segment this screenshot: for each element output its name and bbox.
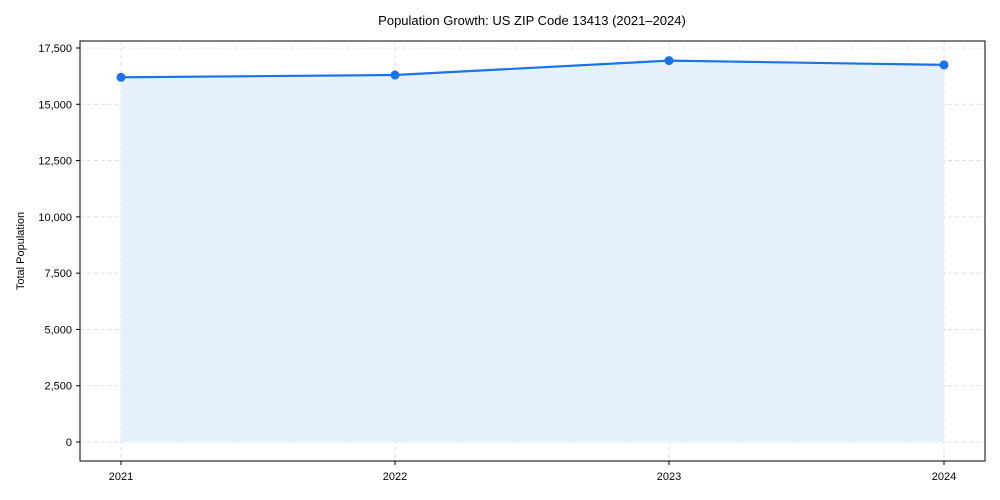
y-axis-label: Total Population [15, 212, 27, 290]
x-tick-label: 2023 [657, 471, 681, 483]
data-point [116, 72, 126, 82]
x-tick-label: 2024 [932, 471, 956, 483]
data-point [390, 70, 400, 80]
y-axis-ticks: 0 2,500 5,000 7,500 10,000 12,500 15,000 17,500 [38, 43, 80, 449]
y-tick-label: 5,000 [44, 324, 72, 336]
chart-title: Population Growth: US ZIP Code 13413 (20… [378, 13, 686, 28]
x-tick-label: 2021 [109, 471, 133, 483]
series-line [120, 59, 945, 79]
x-tick-label: 2022 [383, 471, 407, 483]
area-path [121, 60, 944, 442]
y-tick-label: 0 [66, 437, 72, 449]
data-points [116, 56, 949, 82]
x-axis-ticks: 2021 2022 2023 2024 [109, 461, 956, 483]
axes-frame [79, 40, 986, 462]
y-tick-label: 7,500 [44, 268, 72, 280]
area-fill [121, 60, 944, 442]
y-tick-label: 12,500 [38, 156, 72, 168]
data-point [664, 56, 674, 66]
y-tick-label: 2,500 [44, 381, 72, 393]
y-tick-label: 15,000 [38, 99, 72, 111]
data-line [120, 59, 945, 79]
data-point [939, 60, 949, 70]
y-tick-label: 10,000 [38, 212, 72, 224]
y-tick-label: 17,500 [38, 43, 72, 55]
